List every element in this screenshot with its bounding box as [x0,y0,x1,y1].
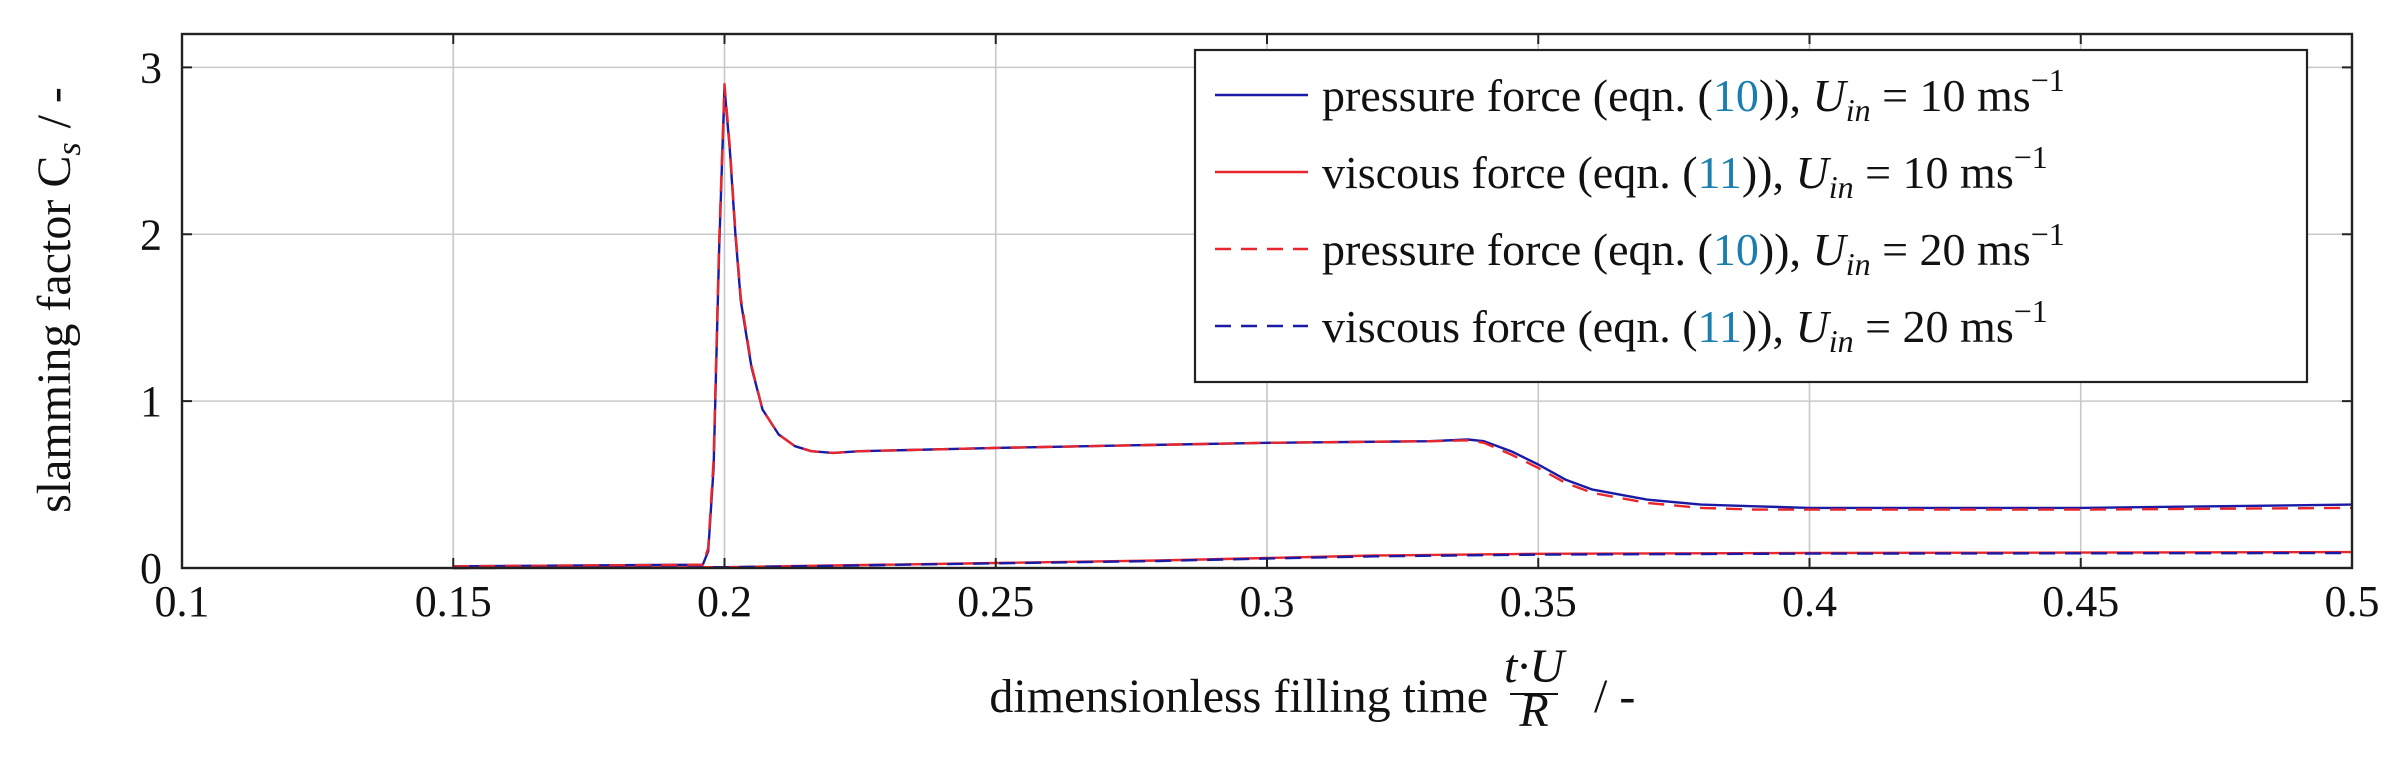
x-tick-label: 0.25 [957,577,1034,626]
x-axis-ticks: 0.1 0.15 0.2 0.25 0.3 0.35 0.4 0.45 0.5 [155,34,2380,626]
x-tick-label: 0.45 [2042,577,2119,626]
x-axis-fraction-numerator: t·U [1504,640,1567,693]
y-tick-label: 0 [140,544,162,593]
y-tick-label: 3 [140,43,162,92]
x-tick-label: 0.5 [2325,577,2380,626]
legend-box [1193,48,2309,384]
x-tick-label: 0.4 [1782,577,1837,626]
legend: pressure force (eqn. (10)), Uin = 10 ms−… [1193,48,2309,384]
y-axis-title-unit: / - [28,87,81,128]
legend-label-3: pressure force (eqn. (10)), Uin = 20 ms−… [1322,216,2065,282]
x-tick-label: 0.15 [415,577,492,626]
series-line-3 [453,82,2353,568]
y-tick-label: 1 [140,377,162,426]
legend-label-1: pressure force (eqn. (10)), Uin = 10 ms−… [1322,62,2065,128]
x-tick-label: 0.2 [697,577,752,626]
y-axis-title-subscript: s [51,142,88,155]
x-axis-title-unit: / - [1594,670,1635,723]
x-tick-label: 0.1 [155,577,210,626]
y-axis-title-text: slamming factor C [28,156,81,513]
x-axis-title: dimensionless filling time t·U R / - [989,640,1635,737]
x-tick-label: 0.3 [1240,577,1295,626]
x-axis-title-text: dimensionless filling time [989,670,1488,723]
legend-label-2: viscous force (eqn. (11)), Uin = 10 ms−1 [1322,139,2048,205]
y-axis-ticks: 0 1 2 3 [140,43,2352,593]
x-axis-fraction-denominator: R [1518,684,1548,737]
y-axis-title: slamming factor Cs / - [28,87,88,513]
legend-entries: pressure force (eqn. (10)), Uin = 10 ms−… [1215,62,2065,359]
y-tick-label: 2 [140,210,162,259]
legend-label-4: viscous force (eqn. (11)), Uin = 20 ms−1 [1322,293,2048,359]
x-tick-label: 0.35 [1500,577,1577,626]
series-line-4 [453,551,2353,570]
